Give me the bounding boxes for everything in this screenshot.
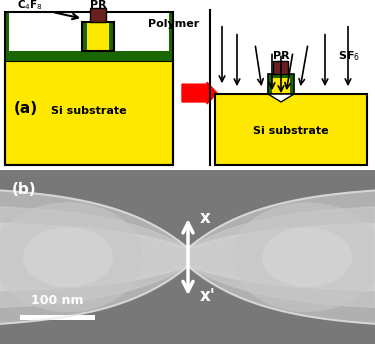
Text: PR: PR (90, 0, 106, 10)
Bar (268, 74, 272, 94)
Bar (290, 74, 294, 94)
Bar (215, 94, 367, 165)
Bar (268, 74, 294, 94)
Text: x: x (200, 209, 211, 227)
Text: Polymer: Polymer (148, 19, 199, 29)
Bar (82, 22, 114, 52)
Text: C$_4$F$_8$: C$_4$F$_8$ (17, 0, 43, 12)
Text: (b): (b) (12, 182, 37, 197)
Text: Si substrate: Si substrate (253, 126, 329, 136)
Bar (82, 22, 114, 52)
Bar (82, 22, 87, 52)
Bar (20, 315, 95, 320)
Text: 100 nm: 100 nm (31, 294, 83, 307)
Text: PR: PR (273, 52, 290, 62)
Text: SF$_6$: SF$_6$ (338, 50, 360, 63)
Text: Si substrate: Si substrate (51, 106, 127, 116)
Bar (268, 74, 294, 94)
FancyArrow shape (182, 82, 217, 104)
Bar (5, 61, 173, 165)
Bar (273, 61, 288, 74)
Ellipse shape (23, 227, 113, 287)
Polygon shape (268, 94, 294, 102)
Ellipse shape (174, 250, 202, 264)
Ellipse shape (262, 227, 352, 287)
Text: x': x' (200, 287, 216, 305)
Bar (5, 12, 9, 61)
Text: (a): (a) (14, 101, 38, 116)
Ellipse shape (232, 202, 375, 312)
Bar (5, 12, 173, 165)
Bar (5, 52, 173, 61)
Bar (90, 8, 106, 22)
Bar (109, 22, 114, 52)
Bar (268, 74, 294, 78)
Bar (169, 12, 173, 61)
Ellipse shape (0, 202, 143, 312)
